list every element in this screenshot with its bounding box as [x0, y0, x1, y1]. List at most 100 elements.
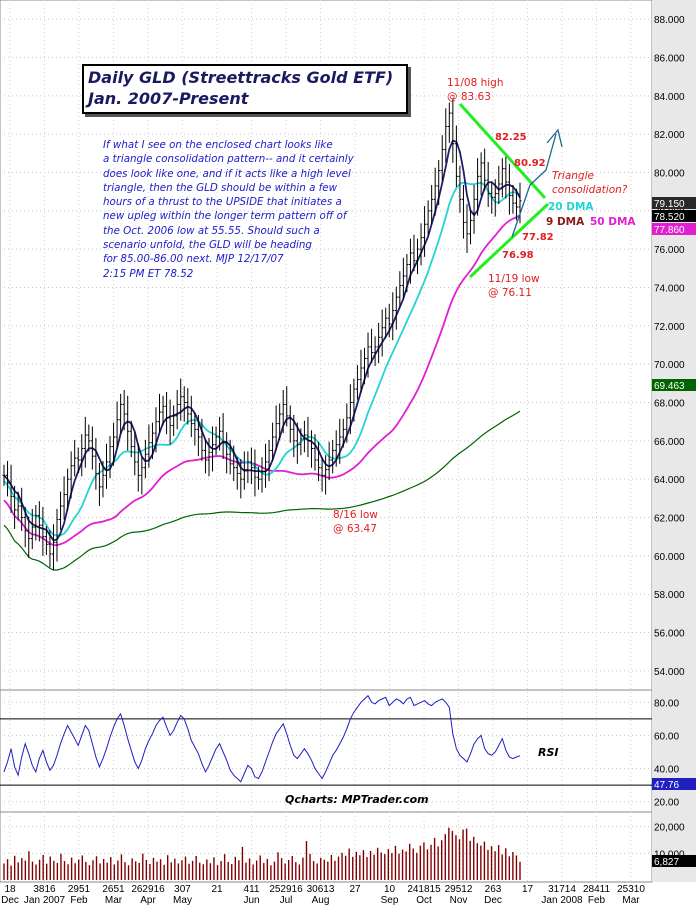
price-bars-layer: [2, 98, 522, 571]
date-tick-label: 10: [384, 884, 396, 895]
last-ma200-tag: [652, 379, 696, 391]
month-tick-label: May: [173, 895, 192, 906]
date-tick-label: 252916: [269, 884, 303, 895]
month-tick-label: Jan 2008: [541, 895, 583, 906]
upside-arrow: [511, 133, 557, 238]
volume-layer: [3, 827, 521, 880]
long-term-ma-line: [3, 410, 521, 571]
chart-subtitle: Jan. 2007-Present: [88, 89, 249, 108]
triangle-lower-line: [468, 202, 550, 279]
annotation-77-82: 77.82: [522, 232, 554, 243]
triangle-upper-line: [458, 102, 547, 200]
rsi-panel-frame: [0, 689, 653, 813]
month-tick-label: Aug: [312, 895, 330, 906]
last-dma-label: 77.860: [654, 225, 685, 236]
date-tick-label: 307: [174, 884, 191, 895]
date-tick-label: 3816: [33, 884, 56, 895]
price-tick-label: 58.000: [654, 590, 685, 601]
date-tick-label: 21: [211, 884, 223, 895]
price-tick-label: 54.000: [654, 667, 685, 678]
chart-credit: Qcharts: MPTrader.com: [285, 793, 429, 806]
rsi-tick-label: 60.00: [654, 731, 679, 742]
annotation-20-dma: 20 DMA: [548, 201, 594, 213]
grid-layer: [0, 0, 652, 882]
annotation-82-25: 82.25: [495, 132, 527, 143]
month-tick-label: Jul: [280, 895, 293, 906]
last-value-tags: 79.150 78.520 77.860 69.463 47.76 6,827: [652, 197, 696, 868]
annotation-50-dma: 50 DMA: [590, 216, 636, 228]
last-ma200-label: 69.463: [654, 381, 685, 392]
price-tick-label: 74.000: [654, 284, 685, 295]
date-tick-label: 17: [522, 884, 534, 895]
annotation-triangle: Triangle consolidation?: [552, 170, 628, 196]
price-tick-label: 56.000: [654, 629, 685, 640]
month-tick-label: Dec: [1, 895, 19, 906]
month-tick-label: Oct: [416, 895, 432, 906]
last-volume-label: 6,827: [654, 857, 679, 868]
month-tick-label: Jun: [243, 895, 259, 906]
date-tick-label: 263: [485, 884, 502, 895]
volume-panel-frame: [0, 811, 653, 883]
last-close-label: 78.520: [654, 212, 685, 223]
analyst-commentary: If what I see on the enclosed chart look…: [103, 139, 354, 280]
price-tick-label: 60.000: [654, 552, 685, 563]
price-tick-label: 84.000: [654, 92, 685, 103]
rsi-layer: [0, 694, 652, 786]
annotation-low-1119: 11/19 low @ 76.11: [488, 273, 540, 299]
annotation-80-92: 80.92: [514, 158, 546, 169]
date-tick-label: 30613: [307, 884, 335, 895]
last-dma-tag: [652, 223, 696, 235]
last-rsi-label: 47.76: [654, 780, 679, 791]
last-volume-tag: [652, 855, 696, 867]
annotation-9-dma: 9 DMA: [546, 216, 585, 228]
price-tick-label: 62.000: [654, 514, 685, 525]
rsi-tick-label: 80.00: [654, 698, 679, 709]
date-tick-label: 25310: [617, 884, 645, 895]
date-tick-label: 27: [349, 884, 361, 895]
annotation-76-98: 76.98: [502, 250, 534, 261]
month-tick-label: Apr: [140, 895, 156, 906]
month-tick-label: Mar: [105, 895, 123, 906]
date-tick-label: 2951: [68, 884, 91, 895]
month-tick-label: Mar: [622, 895, 640, 906]
volume-tick-label: 10,000: [654, 849, 685, 860]
right-axis-strip: [652, 0, 696, 882]
date-tick-label: 411: [244, 884, 260, 895]
date-tick-label: 31714: [548, 884, 576, 895]
rsi-line: [3, 694, 521, 783]
rsi-tick-label: 40.00: [654, 765, 679, 776]
price-tick-label: 72.000: [654, 322, 685, 333]
price-tick-label: 88.000: [654, 15, 685, 26]
price-tick-label: 70.000: [654, 360, 685, 371]
volume-tick-label: 20,000: [654, 823, 685, 834]
month-tick-label: Feb: [70, 895, 88, 906]
month-tick-label: Jan 2007: [24, 895, 66, 906]
upside-arrow-head: [546, 128, 563, 148]
rsi-label: RSI: [538, 746, 559, 759]
price-tick-label: 76.000: [654, 245, 685, 256]
last-close-tag: [652, 210, 696, 222]
month-tick-label: Nov: [450, 895, 468, 906]
annotation-low-816: 8/16 low @ 63.47: [333, 509, 378, 535]
date-tick-label: 241815: [407, 884, 441, 895]
month-tick-label: Sep: [381, 895, 399, 906]
chart-title: Daily GLD (Streettracks Gold ETF): [88, 68, 394, 87]
date-tick-label: 2651: [102, 884, 125, 895]
price-tick-label: 80.000: [654, 169, 685, 180]
date-tick-label: 28411: [583, 884, 611, 895]
price-tick-label: 68.000: [654, 399, 685, 410]
date-tick-label: 29512: [445, 884, 473, 895]
price-tick-label: 64.000: [654, 475, 685, 486]
date-tick-label: 262916: [131, 884, 165, 895]
price-tick-label: 86.000: [654, 54, 685, 65]
last-price-tag: [652, 197, 696, 209]
date-tick-label: 18: [4, 884, 16, 895]
chart-title-box: Daily GLD (Streettracks Gold ETF) Jan. 2…: [82, 64, 408, 114]
month-tick-label: Feb: [588, 895, 606, 906]
last-rsi-tag: [652, 778, 696, 790]
rsi-tick-label: 20.00: [654, 798, 679, 809]
annotation-high-1108: 11/08 high @ 83.63: [447, 77, 504, 103]
price-panel-frame: [0, 0, 653, 691]
